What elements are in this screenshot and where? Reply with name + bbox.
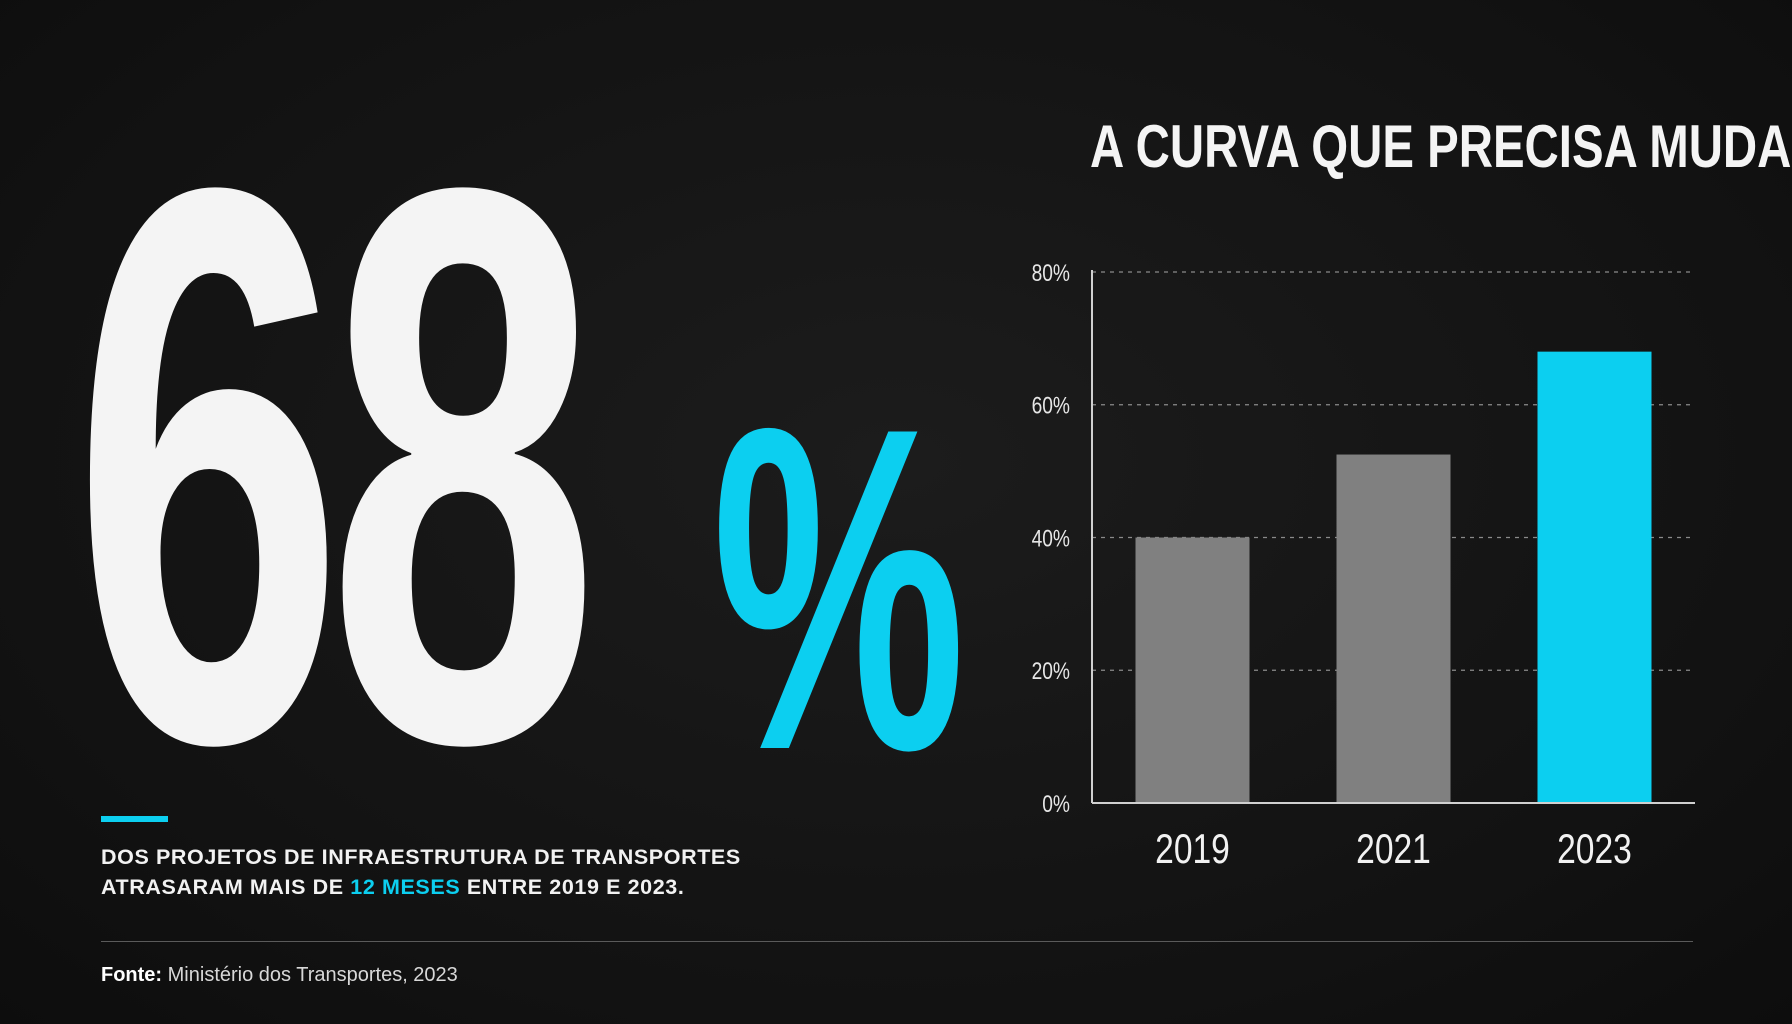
bar-2021 (1336, 454, 1451, 803)
x-category-label: 2021 (1356, 827, 1431, 873)
headline-caption: DOS PROJETOS DE INFRAESTRUTURA DE TRANSP… (101, 842, 741, 902)
y-tick-label: 0% (1042, 790, 1070, 818)
caption-line-2-before: ATRASARAM MAIS DE (101, 875, 351, 899)
accent-bar (101, 816, 168, 822)
caption-line-2: ATRASARAM MAIS DE 12 MESES ENTRE 2019 E … (101, 872, 741, 902)
headline-number: 68 (72, 25, 599, 907)
y-tick-label: 20% (1032, 657, 1070, 685)
caption-line-2-after: ENTRE 2019 E 2023. (460, 875, 685, 899)
caption-highlight: 12 MESES (350, 875, 461, 899)
y-tick-label: 40% (1032, 524, 1070, 552)
chart-title: A CURVA QUE PRECISA MUDAR (1090, 113, 1792, 180)
y-tick-label: 80% (1032, 259, 1070, 287)
source-text: Ministério dos Transportes, 2023 (162, 964, 458, 986)
source-note: Fonte: Ministério dos Transportes, 2023 (101, 964, 458, 987)
footer-divider (101, 941, 1693, 942)
source-label: Fonte: (101, 964, 163, 986)
caption-line-1: DOS PROJETOS DE INFRAESTRUTURA DE TRANSP… (101, 845, 741, 869)
y-tick-label: 60% (1032, 392, 1070, 420)
headline-percent-sign: % (712, 333, 966, 846)
x-category-label: 2023 (1557, 827, 1632, 873)
bar-2023 (1537, 351, 1652, 803)
bar-2019 (1135, 537, 1250, 803)
x-category-label: 2019 (1155, 827, 1230, 873)
